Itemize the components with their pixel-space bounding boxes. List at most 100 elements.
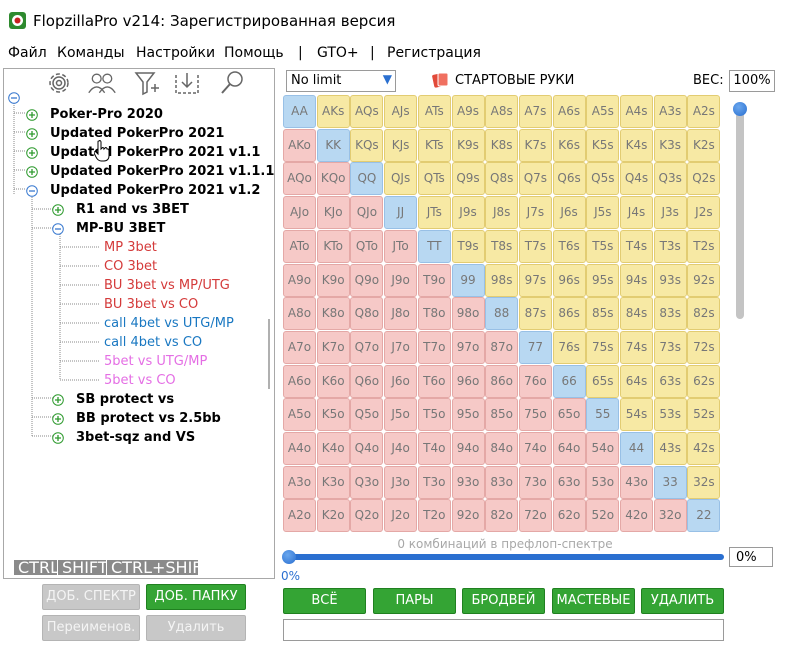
hand-cell-43o[interactable]: 43o — [620, 465, 653, 499]
expand-icon[interactable] — [52, 432, 64, 444]
hand-cell-Q4s[interactable]: Q4s — [620, 162, 653, 196]
weight-input[interactable]: 100% — [729, 70, 775, 92]
tree-folder[interactable]: MP-BU 3BET — [76, 221, 166, 236]
collapse-icon[interactable] — [52, 223, 64, 235]
hand-cell-T5s[interactable]: T5s — [586, 229, 620, 263]
hand-cell-KTs[interactable]: KTs — [417, 128, 451, 162]
hand-cell-94o[interactable]: 94o — [451, 432, 485, 465]
hand-cell-J5s[interactable]: J5s — [586, 196, 620, 230]
hand-cell-87s[interactable]: 87s — [518, 297, 552, 331]
hand-cell-T6o[interactable]: T6o — [417, 364, 451, 398]
hand-cell-AJs[interactable]: AJs — [384, 95, 418, 128]
hand-cell-96s[interactable]: 96s — [552, 263, 586, 297]
hand-cell-86o[interactable]: 86o — [485, 364, 519, 398]
hand-cell-Q5o[interactable]: Q5o — [350, 398, 384, 432]
hand-cell-33[interactable]: 33 — [653, 465, 687, 499]
hand-cell-84o[interactable]: 84o — [485, 432, 519, 465]
scrollbar-knob[interactable] — [733, 102, 747, 116]
hand-cell-Q3s[interactable]: Q3s — [653, 162, 687, 196]
hand-cell-J7s[interactable]: J7s — [518, 196, 552, 230]
hand-cell-Q9s[interactable]: Q9s — [451, 162, 485, 196]
hand-cell-97s[interactable]: 97s — [518, 263, 552, 297]
hand-cell-55[interactable]: 55 — [586, 398, 620, 432]
matrix-scrollbar[interactable] — [736, 103, 744, 319]
hand-cell-K9o[interactable]: K9o — [316, 263, 350, 297]
suited-button[interactable]: МАСТЕВЫЕ — [552, 588, 635, 614]
hand-cell-K8o[interactable]: K8o — [316, 297, 350, 331]
hand-cell-A7s[interactable]: A7s — [518, 95, 552, 128]
hand-cell-JJ[interactable]: JJ — [384, 196, 418, 230]
hand-cell-42o[interactable]: 42o — [620, 499, 653, 533]
collapse-icon[interactable] — [26, 185, 38, 197]
hand-cell-32s[interactable]: 32s — [687, 465, 721, 499]
hand-cell-74s[interactable]: 74s — [620, 330, 653, 364]
hand-cell-53s[interactable]: 53s — [653, 398, 687, 432]
tree-folder[interactable]: Updated PokerPro 2021 v1.1.1 — [50, 164, 275, 179]
hand-cell-T3s[interactable]: T3s — [653, 229, 687, 263]
hand-cell-72s[interactable]: 72s — [687, 330, 721, 364]
hand-cell-Q8s[interactable]: Q8s — [485, 162, 519, 196]
hand-cell-K8s[interactable]: K8s — [485, 128, 519, 162]
ctrl-shift-tab[interactable]: CTRL+SHIFT — [107, 560, 211, 576]
hand-cell-T8s[interactable]: T8s — [485, 229, 519, 263]
hand-cell-Q9o[interactable]: Q9o — [350, 263, 384, 297]
range-slider-track[interactable] — [288, 554, 724, 560]
shift-tab[interactable]: SHIFT — [58, 560, 108, 576]
range-slider-knob[interactable] — [282, 550, 296, 564]
hand-cell-Q8o[interactable]: Q8o — [350, 297, 384, 331]
expand-icon[interactable] — [26, 109, 38, 121]
hand-cell-J4s[interactable]: J4s — [620, 196, 653, 230]
hand-cell-A5o[interactable]: A5o — [283, 398, 316, 432]
delete-folder-button[interactable]: Удалить — [146, 615, 246, 641]
hand-cell-J2s[interactable]: J2s — [687, 196, 721, 230]
hand-cell-AJo[interactable]: AJo — [283, 196, 316, 230]
tree-folder[interactable]: Updated PokerPro 2021 v1.2 — [50, 183, 261, 198]
tree-folder[interactable]: Updated PokerPro 2021 v1.1 — [50, 145, 261, 160]
broadway-button[interactable]: БРОДВЕЙ — [462, 588, 545, 614]
collapse-icon[interactable] — [8, 92, 20, 104]
users-icon[interactable] — [87, 69, 117, 97]
hand-cell-T4o[interactable]: T4o — [417, 432, 451, 465]
hand-cell-52o[interactable]: 52o — [586, 499, 620, 533]
hand-cell-75o[interactable]: 75o — [518, 398, 552, 432]
hand-cell-85s[interactable]: 85s — [586, 297, 620, 331]
hand-cell-J7o[interactable]: J7o — [384, 330, 418, 364]
hand-cell-Q6o[interactable]: Q6o — [350, 364, 384, 398]
hand-cell-A3o[interactable]: A3o — [283, 465, 316, 499]
expand-icon[interactable] — [52, 204, 64, 216]
tree-scrollbar[interactable] — [268, 319, 270, 389]
expand-icon[interactable] — [26, 166, 38, 178]
add-folder-button[interactable]: ДОБ. ПАПКУ — [146, 584, 246, 610]
hand-cell-62o[interactable]: 62o — [552, 499, 586, 533]
tree-range-item[interactable]: 5bet vs UTG/MP — [104, 354, 208, 369]
hand-cell-J6o[interactable]: J6o — [384, 364, 418, 398]
hand-cell-62s[interactable]: 62s — [687, 364, 721, 398]
hand-cell-A6s[interactable]: A6s — [552, 95, 586, 128]
tree-range-item[interactable]: BU 3bet vs MP/UTG — [104, 278, 230, 293]
hand-cell-54o[interactable]: 54o — [586, 432, 620, 465]
hand-cell-T8o[interactable]: T8o — [417, 297, 451, 331]
rename-button[interactable]: Переименов. — [42, 615, 140, 641]
add-spectrum-button[interactable]: ДОБ. СПЕКТР — [42, 584, 140, 610]
hand-cell-AKs[interactable]: AKs — [316, 95, 350, 128]
hand-cell-ATs[interactable]: ATs — [417, 95, 451, 128]
hand-cell-T9o[interactable]: T9o — [417, 263, 451, 297]
tree-range-item[interactable]: BU 3bet vs CO — [104, 297, 199, 312]
search-icon[interactable] — [217, 69, 247, 97]
hand-cell-73s[interactable]: 73s — [653, 330, 687, 364]
hand-cell-Q6s[interactable]: Q6s — [552, 162, 586, 196]
hand-cell-A4s[interactable]: A4s — [620, 95, 653, 128]
hand-cell-87o[interactable]: 87o — [485, 330, 519, 364]
menu-gto-plus[interactable]: GTO+ — [317, 45, 359, 61]
hand-cell-63s[interactable]: 63s — [653, 364, 687, 398]
hand-cell-QJs[interactable]: QJs — [384, 162, 418, 196]
hand-cell-T4s[interactable]: T4s — [620, 229, 653, 263]
hand-cell-K6s[interactable]: K6s — [552, 128, 586, 162]
tree-range-item[interactable]: CO 3bet — [104, 259, 158, 274]
hand-cell-J8o[interactable]: J8o — [384, 297, 418, 331]
expand-icon[interactable] — [26, 128, 38, 140]
hand-cell-93s[interactable]: 93s — [653, 263, 687, 297]
hand-cell-A5s[interactable]: A5s — [586, 95, 620, 128]
hand-cell-74o[interactable]: 74o — [518, 432, 552, 465]
filter-icon[interactable] — [132, 69, 162, 97]
